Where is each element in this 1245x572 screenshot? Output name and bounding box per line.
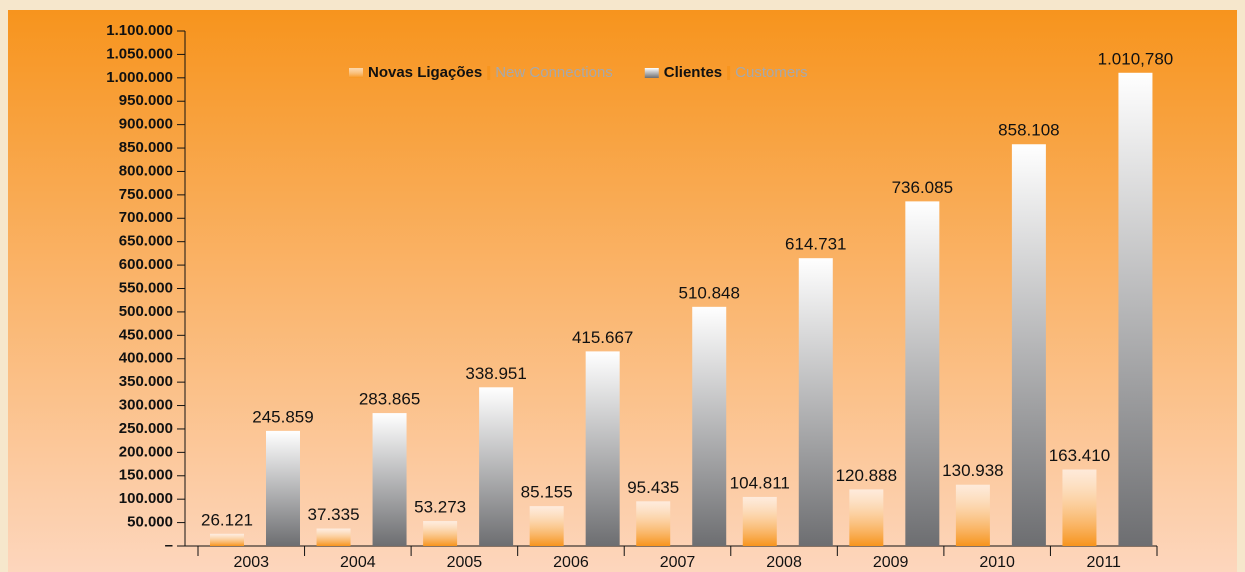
y-tick-label: 850.000 — [119, 139, 173, 156]
y-tick-label: 900.000 — [119, 116, 173, 133]
x-tick-label: 2003 — [233, 554, 269, 571]
bar — [849, 489, 884, 546]
y-tick-label: 500.000 — [119, 303, 173, 320]
x-tick-label: 2010 — [979, 554, 1015, 571]
data-label: 104.811 — [730, 473, 790, 492]
legend-swatch — [349, 68, 363, 78]
plot-background — [8, 10, 1237, 572]
x-tick-label: 2008 — [766, 554, 802, 571]
data-label: 95.435 — [627, 478, 679, 497]
bar — [529, 506, 564, 546]
x-tick-label: 2005 — [447, 554, 483, 571]
y-tick-label: 50.000 — [127, 514, 173, 531]
y-tick-label: 400.000 — [119, 350, 173, 367]
bar — [742, 496, 777, 546]
bar — [636, 501, 671, 546]
bar — [692, 306, 727, 546]
data-label: 736.085 — [892, 178, 953, 197]
data-label: 1.010,780 — [1098, 49, 1174, 68]
data-label: 338.951 — [465, 364, 526, 383]
bar — [316, 528, 351, 546]
data-label: 120.888 — [836, 466, 897, 485]
legend-label-alt: New Connections — [495, 64, 613, 81]
bar — [955, 484, 990, 546]
y-tick-label: 650.000 — [119, 233, 173, 250]
y-tick-label: 150.000 — [119, 467, 173, 484]
x-tick-label: 2004 — [340, 554, 376, 571]
bar — [1011, 144, 1046, 546]
bar — [1062, 469, 1097, 546]
x-tick-label: 2007 — [660, 554, 696, 571]
data-label: 163.410 — [1049, 446, 1110, 465]
data-label: 858.108 — [998, 121, 1059, 140]
y-tick-label: 1.000.000 — [106, 69, 173, 86]
bar — [266, 430, 300, 546]
y-tick-label: 950.000 — [119, 92, 173, 109]
bar — [1118, 72, 1153, 546]
bar — [372, 413, 407, 546]
data-label: 26.121 — [201, 510, 253, 529]
legend-label: Novas Ligações — [368, 64, 482, 81]
bar — [479, 387, 514, 546]
y-tick-label: 100.000 — [119, 490, 173, 507]
bar — [585, 351, 620, 546]
x-tick-label: 2009 — [873, 554, 909, 571]
y-tick-label: 750.000 — [119, 186, 173, 203]
y-tick-label: 800.000 — [119, 162, 173, 179]
legend-separator — [487, 66, 491, 80]
y-tick-label: 1.050.000 — [106, 45, 173, 62]
y-tick-label: 200.000 — [119, 443, 173, 460]
data-label: 53.273 — [414, 498, 466, 517]
bar — [210, 533, 244, 546]
x-tick-label: 2011 — [1087, 554, 1122, 571]
y-tick-label: 450.000 — [119, 326, 173, 343]
y-tick-label: 700.000 — [119, 209, 173, 226]
y-tick-label: 550.000 — [119, 279, 173, 296]
data-label: 510.848 — [678, 283, 739, 302]
data-label: 245.859 — [252, 407, 313, 426]
data-label: 283.865 — [359, 390, 420, 409]
y-tick-label: – — [165, 537, 173, 554]
bar — [423, 521, 458, 546]
legend-label: Clientes — [664, 64, 722, 81]
x-tick-label: 2006 — [553, 554, 589, 571]
legend-swatch — [644, 68, 659, 78]
y-tick-label: 350.000 — [119, 373, 173, 390]
y-tick-label: 1.100.000 — [106, 22, 173, 39]
y-tick-label: 300.000 — [119, 397, 173, 414]
bar — [905, 201, 940, 546]
legend-label-alt: Customers — [735, 64, 808, 81]
data-label: 614.731 — [785, 235, 846, 254]
y-tick-label: 250.000 — [119, 420, 173, 437]
bar — [798, 258, 833, 546]
data-label: 415.667 — [572, 328, 633, 347]
data-label: 130.938 — [942, 461, 1003, 480]
y-tick-label: 600.000 — [119, 256, 173, 273]
data-label: 85.155 — [521, 483, 573, 502]
legend-separator — [727, 66, 731, 80]
data-label: 37.335 — [308, 505, 360, 524]
